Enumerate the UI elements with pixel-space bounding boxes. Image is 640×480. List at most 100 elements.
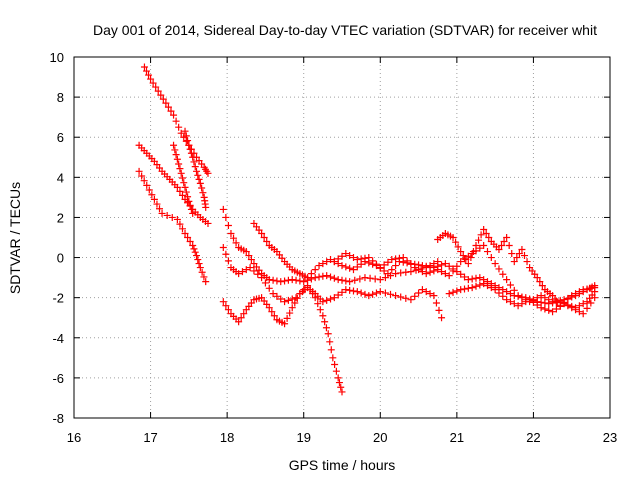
data-point: [168, 213, 176, 221]
data-point: [204, 219, 212, 227]
data-point: [464, 260, 472, 268]
y-tick-label: 0: [57, 251, 64, 266]
data-point: [505, 242, 513, 250]
data-point: [472, 242, 480, 250]
data-point: [204, 169, 212, 177]
data-point: [579, 300, 587, 308]
data-point: [351, 276, 359, 284]
y-axis-label: SDTVAR / TECUs: [7, 182, 23, 294]
data-point: [449, 267, 457, 275]
data-point: [468, 284, 476, 292]
series-track-e: [170, 141, 197, 217]
data-point: [334, 374, 342, 382]
data-point: [327, 256, 335, 264]
data-point: [485, 234, 493, 241]
data-point: [483, 282, 491, 290]
data-point: [158, 209, 166, 217]
data-point: [265, 284, 273, 292]
data-point: [568, 302, 576, 310]
data-point: [438, 268, 446, 276]
data-point: [330, 274, 338, 282]
data-point: [399, 254, 407, 262]
series-track-k: [434, 225, 599, 310]
data-point: [349, 254, 357, 262]
data-point: [135, 167, 143, 175]
data-point: [587, 299, 595, 307]
data-point: [472, 274, 480, 282]
data-point: [402, 268, 410, 276]
data-point: [181, 229, 189, 237]
data-point: [265, 304, 273, 312]
data-point: [145, 186, 153, 194]
data-point: [361, 290, 369, 298]
data-point: [224, 221, 232, 229]
x-tick-label: 16: [67, 430, 81, 445]
data-point: [222, 213, 230, 221]
data-point: [173, 155, 181, 163]
data-point: [232, 239, 240, 247]
data-point: [238, 268, 246, 276]
data-point: [411, 264, 419, 272]
data-point: [572, 304, 580, 312]
data-point: [579, 286, 587, 294]
data-point: [230, 234, 238, 242]
data-point: [380, 267, 388, 275]
data-point: [381, 289, 389, 297]
data-point: [147, 75, 155, 83]
data-point: [533, 294, 541, 302]
data-point: [356, 275, 364, 283]
data-point: [579, 310, 587, 318]
data-point: [388, 266, 396, 274]
data-point: [357, 289, 365, 297]
data-point: [518, 246, 526, 254]
data-point: [452, 238, 460, 246]
data-point: [175, 123, 183, 131]
data-point: [159, 95, 167, 103]
data-point: [346, 264, 354, 272]
data-point: [495, 289, 503, 297]
data-point: [454, 243, 462, 251]
data-point: [189, 209, 197, 217]
data-point: [426, 268, 434, 276]
data-point: [369, 290, 377, 298]
data-point: [476, 244, 484, 252]
data-point: [281, 277, 289, 285]
data-point: [372, 289, 380, 297]
data-point: [397, 269, 405, 277]
data-point: [332, 367, 340, 375]
data-point: [361, 254, 369, 262]
data-point: [422, 270, 430, 278]
data-point: [260, 234, 268, 241]
data-point: [176, 165, 184, 173]
data-point: [338, 262, 346, 270]
data-point: [342, 250, 350, 258]
data-point: [472, 282, 480, 290]
data-point: [177, 129, 185, 137]
data-point: [316, 306, 324, 314]
data-point: [498, 242, 506, 250]
data-point: [480, 242, 488, 250]
data-point: [277, 295, 285, 303]
data-point: [587, 284, 595, 292]
data-points: [135, 63, 599, 396]
data-point: [533, 301, 541, 309]
data-point: [508, 250, 516, 258]
data-point: [150, 195, 158, 203]
data-point: [510, 258, 518, 266]
data-point: [190, 158, 198, 166]
data-point: [190, 245, 198, 253]
y-tick-label: -8: [52, 411, 64, 426]
series-track-c: [135, 167, 210, 286]
data-point: [392, 262, 400, 270]
y-tick-label: 6: [57, 130, 64, 145]
data-point: [322, 324, 330, 332]
data-point: [430, 292, 438, 300]
data-point: [311, 274, 319, 282]
data-point: [376, 264, 384, 272]
data-point: [292, 294, 300, 302]
data-point: [337, 383, 345, 391]
data-point: [545, 306, 553, 314]
data-point: [177, 169, 185, 177]
data-point: [475, 236, 483, 244]
data-point: [324, 330, 332, 338]
